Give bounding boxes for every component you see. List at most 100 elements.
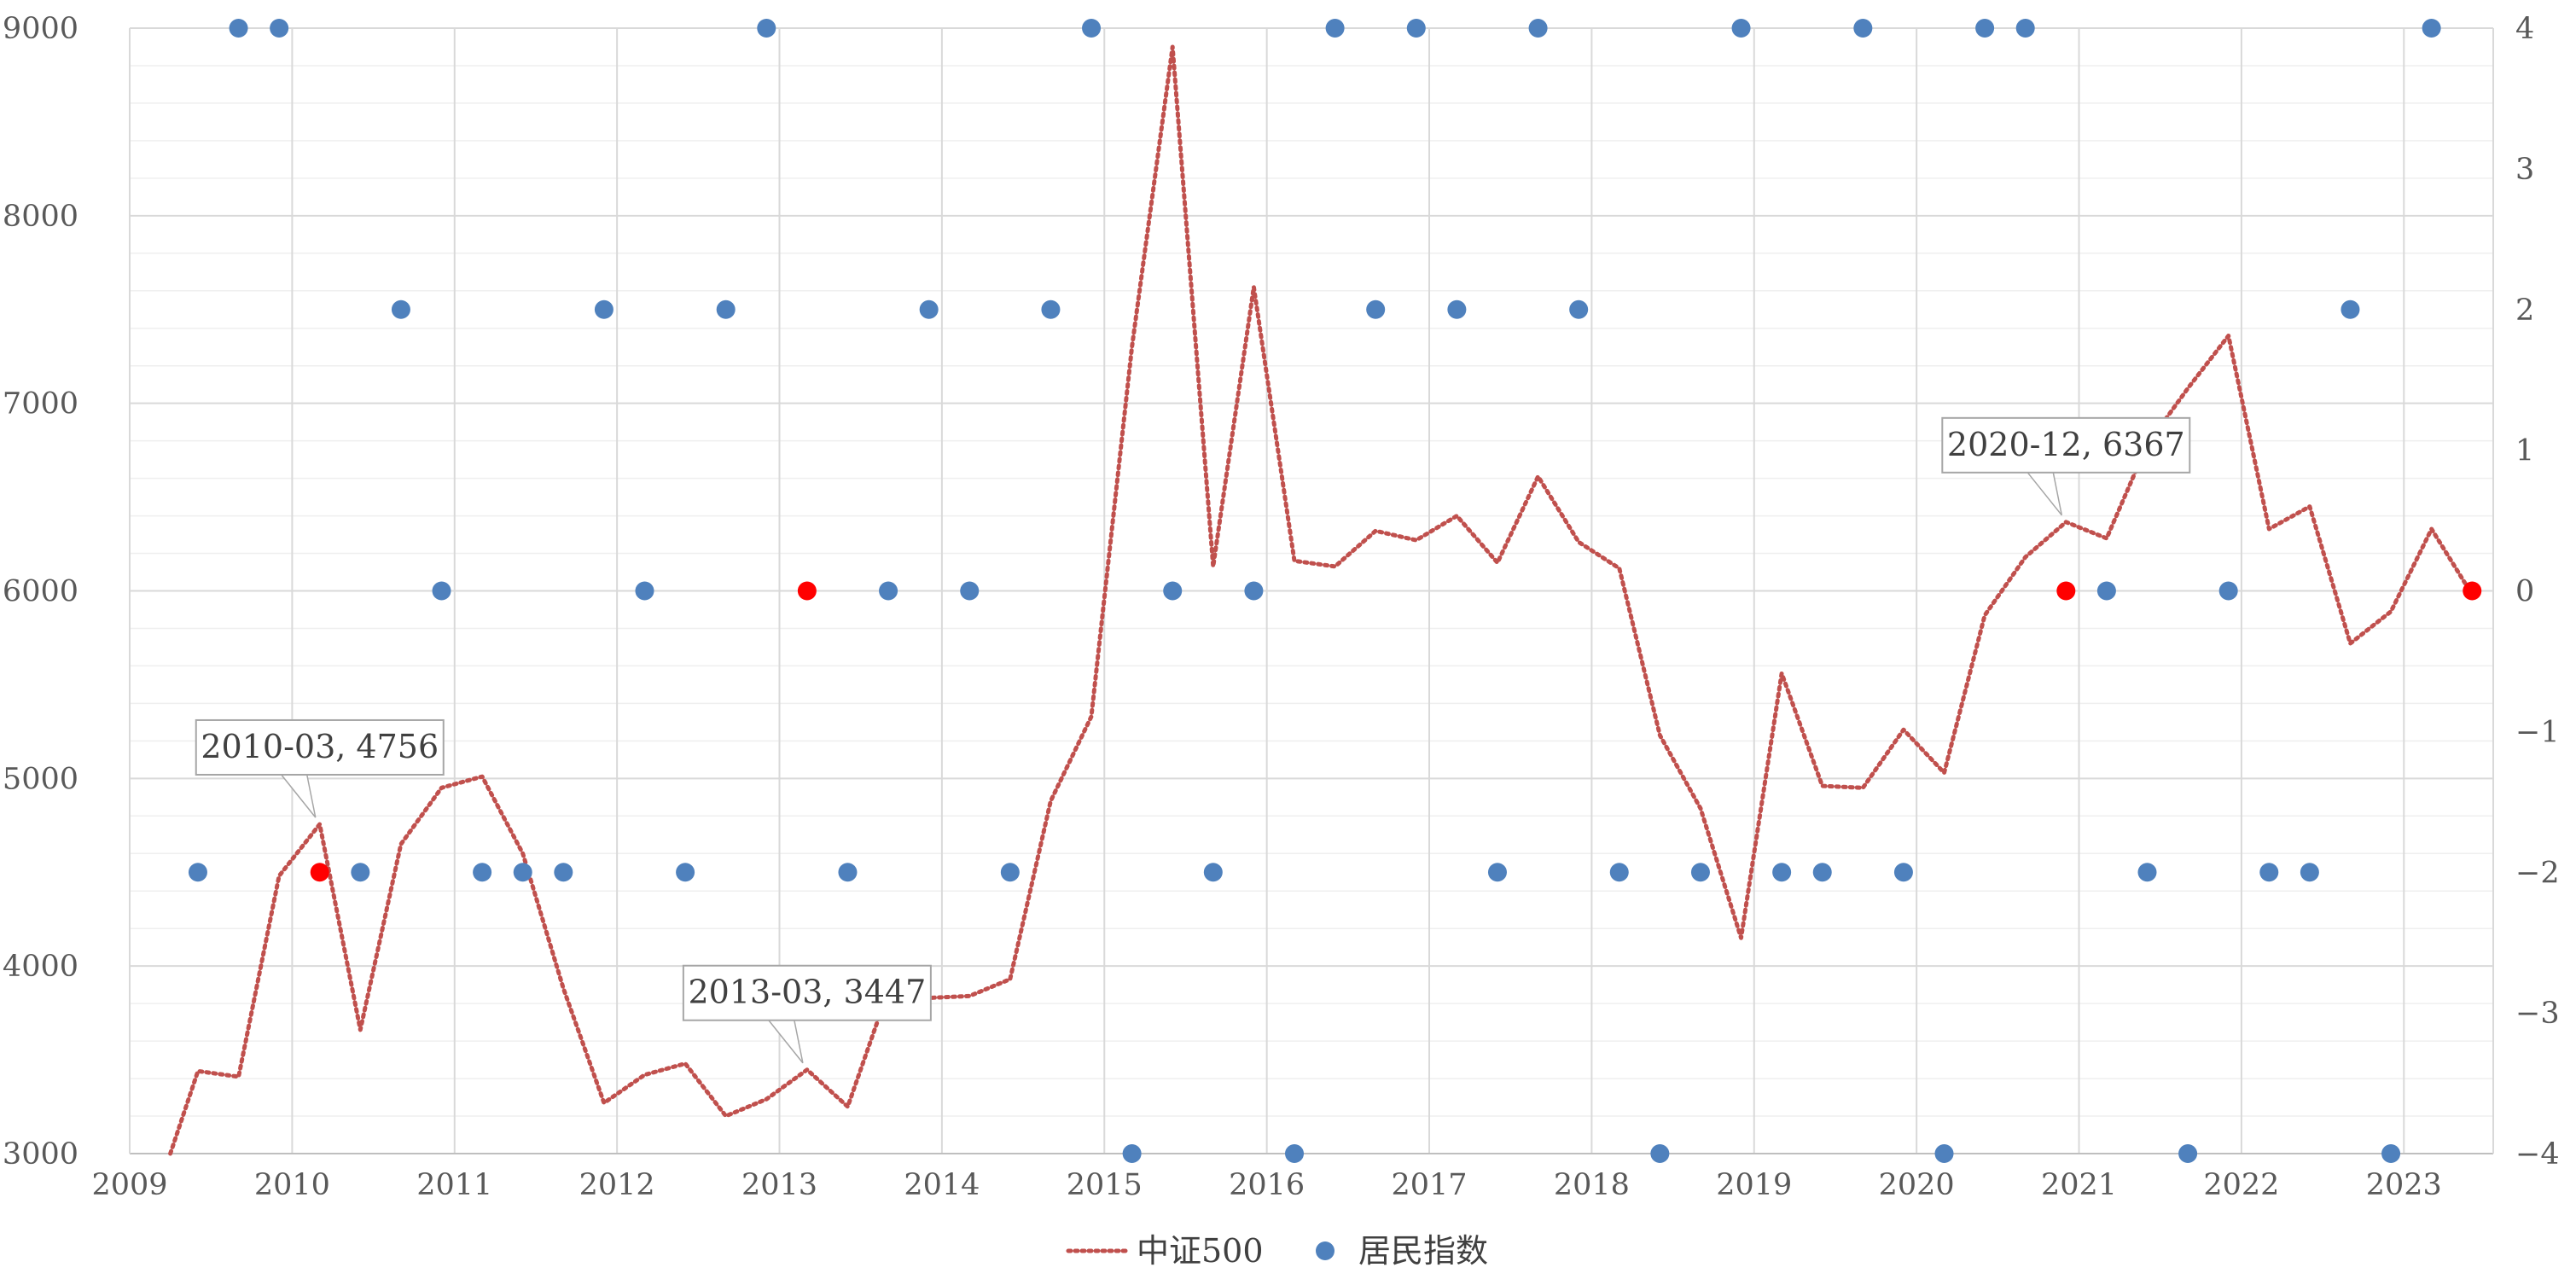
scatter-point [2259, 863, 2279, 882]
x-tick-label: 2009 [91, 1168, 167, 1202]
x-tick-label: 2022 [2203, 1168, 2279, 1202]
scatter-point [1569, 299, 1589, 319]
annotation-box [682, 964, 932, 1021]
x-tick-label: 2013 [741, 1168, 817, 1202]
y-axis-left: 3000 4000 5000 6000 7000 8000 9000 [3, 12, 79, 1172]
scatter-point-highlighted [2056, 581, 2076, 601]
scatter-point [1406, 19, 1426, 38]
scatter-point [1366, 299, 1386, 319]
scatter-point [635, 581, 654, 601]
legend-label-resident-index: 居民指数 [1358, 1232, 1488, 1270]
y-right-tick-label: 2 [2515, 294, 2534, 328]
y-right-tick-label: −1 [2515, 715, 2560, 749]
y-left-tick-label: 9000 [3, 12, 79, 46]
annotation-pointer [768, 1020, 804, 1064]
scatter-point [1690, 863, 1710, 882]
scatter-point [229, 19, 248, 38]
x-tick-label: 2017 [1391, 1168, 1467, 1202]
y-right-tick-label: −4 [2515, 1137, 2560, 1172]
scatter-point [716, 299, 736, 319]
scatter-point [1812, 863, 1832, 882]
scatter-point [1000, 863, 1020, 882]
y-left-tick-label: 4000 [3, 950, 79, 984]
scatter-point [554, 863, 573, 882]
scatter-point-highlighted [2463, 581, 2482, 601]
scatter-point [1447, 299, 1467, 319]
scatter-point [960, 581, 980, 601]
y-right-tick-label: 3 [2515, 153, 2534, 187]
legend-marker-swatch [1316, 1241, 1335, 1260]
legend: 中证500 居民指数 [1066, 1232, 1488, 1270]
series-scatter [188, 19, 2482, 1163]
series-line [168, 44, 2474, 1156]
scatter-point [1853, 19, 1873, 38]
annotation-label: 2020-12, 6367 [1947, 426, 2185, 463]
annotation-label: 2010-03, 4756 [201, 728, 439, 765]
scatter-point [2300, 863, 2319, 882]
scatter-point [351, 863, 370, 882]
annotation-label: 2013-03, 3447 [688, 974, 926, 1011]
scatter-point [270, 19, 289, 38]
y-left-tick-label: 5000 [3, 762, 79, 796]
scatter-point [879, 581, 898, 601]
x-tick-label: 2016 [1229, 1168, 1305, 1202]
scatter-point [676, 863, 695, 882]
scatter-point [594, 299, 613, 319]
x-tick-label: 2015 [1067, 1168, 1143, 1202]
y-left-tick-label: 6000 [3, 575, 79, 609]
y-right-tick-label: −2 [2515, 856, 2560, 890]
scatter-point-highlighted [310, 863, 329, 882]
scatter-point [1934, 1144, 1954, 1163]
scatter-point [1163, 581, 1183, 601]
scatter-point [1731, 19, 1751, 38]
x-tick-label: 2011 [416, 1168, 492, 1202]
x-tick-label: 2023 [2366, 1168, 2442, 1202]
scatter-point [2218, 581, 2238, 601]
annotation-box [195, 718, 445, 776]
y-right-tick-label: 1 [2515, 434, 2534, 468]
scatter-point [1041, 299, 1061, 319]
scatter-point [432, 581, 451, 601]
scatter-point [1285, 1144, 1305, 1163]
annotation-pointer [2026, 472, 2063, 516]
scatter-point [513, 863, 532, 882]
scatter-point [1772, 863, 1792, 882]
scatter-point [757, 19, 776, 38]
y-left-tick-label: 3000 [3, 1137, 79, 1172]
x-axis: 2009 2010 2011 2012 2013 2014 2015 2016 2017 2018… [91, 1168, 2441, 1202]
x-tick-label: 2019 [1716, 1168, 1792, 1202]
scatter-point [188, 863, 207, 882]
scatter-point [1203, 863, 1223, 882]
scatter-point [2015, 19, 2035, 38]
x-tick-label: 2018 [1554, 1168, 1630, 1202]
scatter-point [1487, 863, 1507, 882]
legend-label-csi500: 中证500 [1137, 1232, 1264, 1270]
x-tick-label: 2020 [1879, 1168, 1955, 1202]
scatter-point [1244, 581, 1264, 601]
scatter-point [1609, 863, 1629, 882]
scatter-point [2340, 299, 2360, 319]
scatter-point [1122, 1144, 1142, 1163]
scatter-point [2422, 19, 2441, 38]
scatter-point [2178, 1144, 2198, 1163]
y-right-tick-label: 0 [2515, 575, 2534, 609]
annotations: 2010-03, 4756 2013-03, 3447 2020-12, 6367 [195, 416, 2191, 1064]
y-left-tick-label: 7000 [3, 387, 79, 422]
y-left-tick-label: 8000 [3, 200, 79, 234]
scatter-point [1082, 19, 1102, 38]
scatter-point [1325, 19, 1345, 38]
x-tick-label: 2014 [904, 1168, 980, 1202]
scatter-point [2381, 1144, 2401, 1163]
x-tick-label: 2021 [2041, 1168, 2117, 1202]
scatter-point [919, 299, 939, 319]
line-series-path [168, 44, 2474, 1156]
scatter-point [838, 863, 858, 882]
scatter-point [1650, 1144, 1670, 1163]
gridlines [129, 27, 2494, 1154]
x-tick-label: 2012 [579, 1168, 655, 1202]
scatter-point [391, 299, 410, 319]
scatter-point [1893, 863, 1913, 882]
scatter-point [2096, 581, 2116, 601]
y-right-tick-label: 4 [2515, 12, 2534, 46]
